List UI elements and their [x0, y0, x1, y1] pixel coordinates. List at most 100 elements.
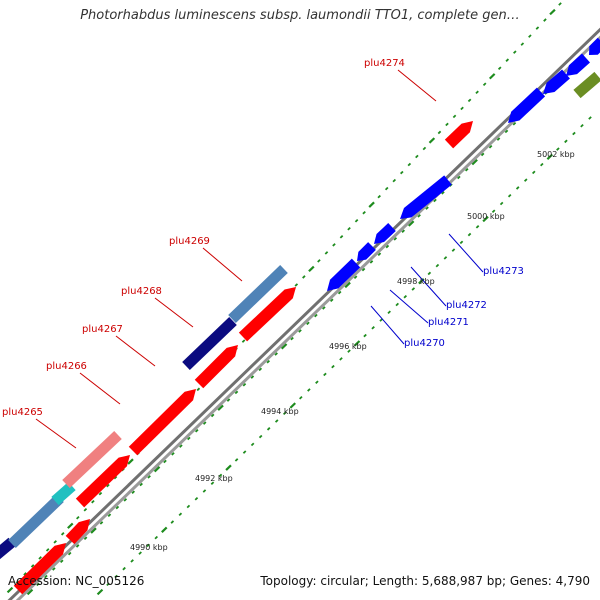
tick-mark [106, 483, 110, 488]
accession-text: Accession: NC_005126 [8, 574, 145, 588]
tick-mark [196, 387, 201, 392]
tick-mark [515, 186, 520, 190]
tick-mark [411, 287, 416, 291]
gene-label-plu4265[interactable]: plu4265 [2, 407, 43, 418]
tick-mark [163, 459, 167, 464]
tick-mark [549, 8, 556, 16]
tick-mark [258, 434, 263, 439]
tick-mark [556, 147, 560, 151]
tick-mark [368, 201, 375, 208]
tick-mark [153, 466, 161, 473]
tick-mark [44, 574, 48, 579]
tick-mark [307, 388, 311, 392]
tick-mark [30, 564, 35, 568]
gene-label-plu4271[interactable]: plu4271 [428, 317, 469, 328]
gene-label-plu4270[interactable]: plu4270 [404, 338, 445, 349]
tick-mark [329, 298, 334, 303]
tick-mark [114, 574, 118, 579]
tick-mark [217, 404, 224, 411]
tick-mark [106, 582, 110, 586]
tick-mark [138, 551, 142, 555]
tick-mark [512, 121, 517, 126]
tick-mark [130, 559, 134, 563]
tick-mark [564, 139, 568, 144]
tick-mark [274, 352, 278, 356]
tick-mark [443, 256, 448, 260]
leader-lines [35, 69, 484, 449]
gene-label-plu4266[interactable]: plu4266 [46, 361, 87, 372]
tick-mark [59, 559, 64, 564]
tick-mark [202, 421, 207, 425]
tick-mark [482, 215, 489, 223]
tick-mark [471, 158, 478, 166]
leader-line-plu4270 [370, 305, 405, 345]
tick-mark [317, 259, 321, 263]
tick-mark [225, 464, 232, 471]
gene-feature-plu4268 [194, 345, 238, 389]
tick-mark [437, 130, 442, 135]
gene-label-plu4273[interactable]: plu4273 [483, 266, 524, 277]
tick-mark [395, 302, 399, 307]
tick-mark [513, 50, 517, 54]
tick-mark [507, 193, 512, 198]
tick-mark [371, 326, 375, 330]
tick-mark [210, 413, 215, 418]
leader-line-plu4268 [154, 297, 194, 328]
tick-mark [115, 505, 120, 510]
tick-mark [467, 232, 472, 237]
tick-mark [353, 340, 361, 347]
gene-feature-plu4272 [374, 223, 396, 244]
tick-mark [15, 580, 20, 584]
tick-mark [433, 198, 437, 203]
gene-label-plu4268[interactable]: plu4268 [121, 286, 162, 297]
tick-mark [496, 137, 501, 141]
tick-mark [187, 436, 191, 441]
tick-mark [274, 419, 279, 423]
gene-feature-plu4273 [400, 175, 452, 219]
tick-mark [452, 114, 457, 119]
tick-mark [377, 194, 381, 199]
gene-label-plu4274[interactable]: plu4274 [364, 58, 405, 69]
genome-title: Photorhabdus luminescens subsp. laumondi… [80, 8, 520, 23]
tick-mark [531, 170, 536, 175]
tick-mark [403, 294, 408, 299]
gene-label-plu4267[interactable]: plu4267 [82, 324, 123, 335]
tick-mark [392, 178, 397, 183]
tick-mark [441, 191, 445, 195]
tick-mark [194, 429, 199, 433]
tick-mark [332, 243, 336, 247]
tick-mark [113, 475, 118, 480]
tick-mark [387, 310, 391, 315]
backbone-line-outer [15, 35, 600, 600]
gene-feature-plu4270 [327, 258, 361, 291]
tick-mark [384, 186, 389, 191]
tick-mark [475, 90, 479, 95]
tick-mark [45, 548, 50, 552]
tick-mark [107, 513, 112, 517]
tick-mark [299, 395, 303, 400]
gene-feature-plu4271 [357, 242, 376, 261]
tick-mark [467, 98, 472, 103]
tick-mark [347, 227, 351, 231]
tick-mark [83, 536, 88, 541]
tick-mark [38, 556, 42, 560]
tick-mark [322, 306, 326, 310]
tick-mark [558, 2, 562, 6]
tick-mark [324, 251, 329, 255]
gene-label-plu4269[interactable]: plu4269 [169, 236, 210, 247]
tick-mark [36, 582, 40, 587]
tick-mark [417, 214, 421, 218]
tick-mark [194, 496, 199, 501]
tick-mark [457, 175, 461, 180]
tick-mark [400, 170, 404, 175]
tick-mark [282, 411, 287, 416]
gene-label-plu4272[interactable]: plu4272 [446, 300, 487, 311]
tick-mark [290, 336, 294, 341]
tick-mark [362, 210, 366, 215]
tick-mark [98, 491, 103, 496]
tick-mark [401, 229, 406, 233]
tick-mark [202, 489, 207, 493]
tick-mark [528, 34, 532, 38]
gene-feature-olive [573, 71, 600, 99]
